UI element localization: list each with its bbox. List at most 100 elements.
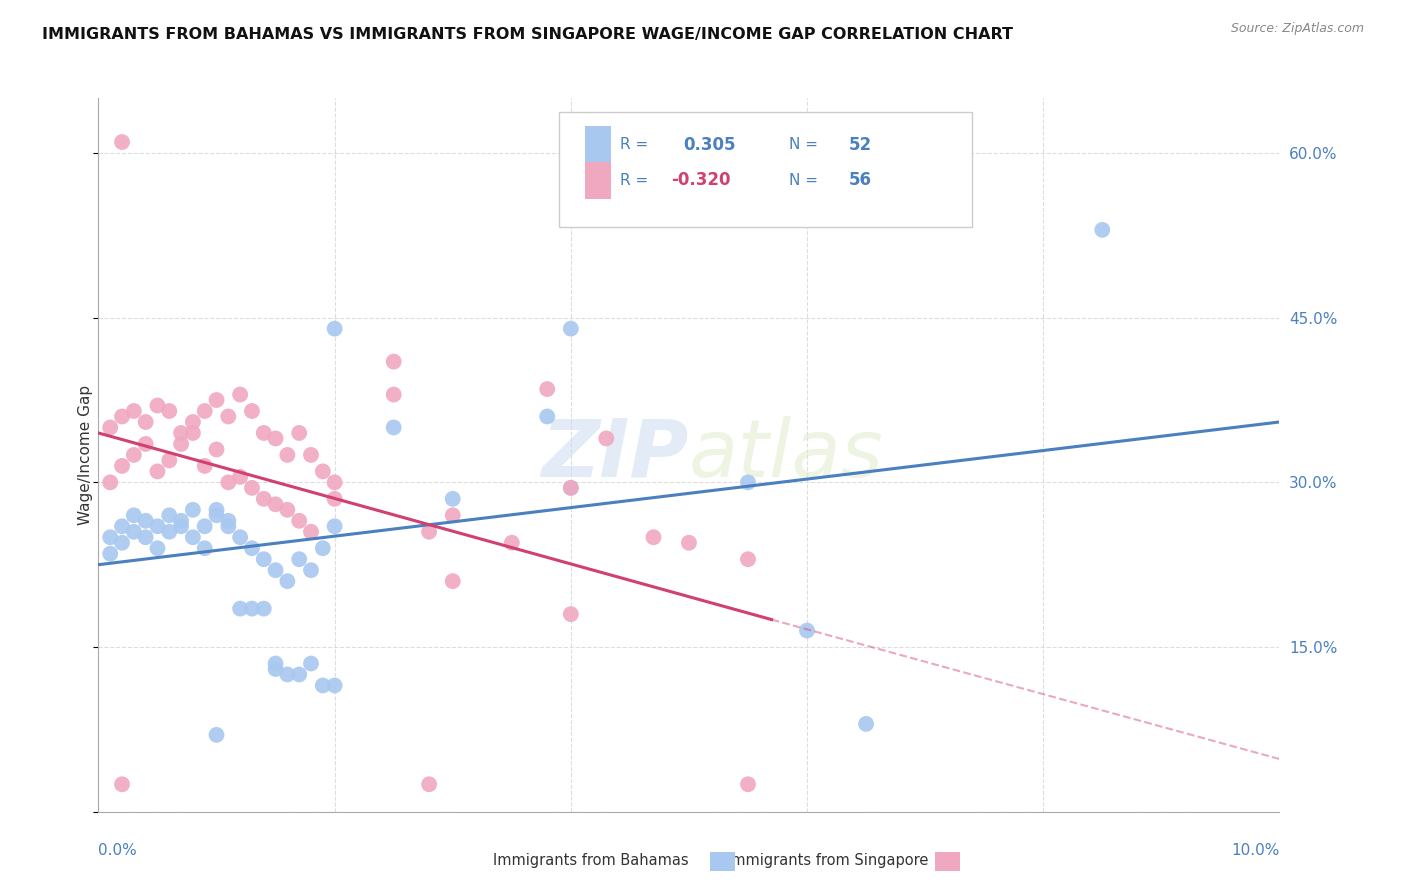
Point bbox=[501, 535, 523, 549]
Point bbox=[276, 503, 298, 517]
Point bbox=[382, 354, 405, 368]
Point bbox=[194, 458, 217, 473]
Point bbox=[595, 432, 617, 446]
Point bbox=[181, 503, 204, 517]
Point bbox=[146, 519, 169, 533]
Point bbox=[323, 491, 346, 506]
Point bbox=[678, 535, 700, 549]
Point bbox=[170, 425, 193, 440]
Point bbox=[229, 530, 252, 544]
Point bbox=[536, 409, 558, 424]
Point bbox=[382, 420, 405, 434]
Point bbox=[194, 519, 217, 533]
Point bbox=[157, 524, 180, 539]
Text: 56: 56 bbox=[848, 171, 872, 189]
Point bbox=[382, 387, 405, 401]
Point bbox=[323, 475, 346, 490]
Point bbox=[111, 409, 134, 424]
Point bbox=[146, 399, 169, 413]
Point bbox=[536, 382, 558, 396]
Point bbox=[441, 491, 464, 506]
Point bbox=[560, 607, 582, 621]
Text: Immigrants from Bahamas: Immigrants from Bahamas bbox=[494, 854, 689, 868]
Point bbox=[98, 547, 121, 561]
Point bbox=[122, 524, 145, 539]
Point bbox=[240, 601, 263, 615]
Point bbox=[1091, 223, 1114, 237]
Text: R =: R = bbox=[620, 137, 654, 152]
Point bbox=[299, 563, 322, 577]
Text: Immigrants from Singapore: Immigrants from Singapore bbox=[727, 854, 928, 868]
Point bbox=[299, 524, 322, 539]
Point bbox=[157, 453, 180, 467]
Point bbox=[240, 541, 263, 556]
Point bbox=[217, 519, 239, 533]
Point bbox=[253, 601, 276, 615]
Point bbox=[737, 777, 759, 791]
Text: Source: ZipAtlas.com: Source: ZipAtlas.com bbox=[1230, 22, 1364, 36]
Point bbox=[240, 404, 263, 418]
Text: 0.0%: 0.0% bbox=[98, 843, 138, 858]
Text: atlas: atlas bbox=[689, 416, 884, 494]
Point bbox=[98, 475, 121, 490]
Point bbox=[288, 667, 311, 681]
Point bbox=[157, 508, 180, 523]
Point bbox=[157, 404, 180, 418]
Point bbox=[229, 470, 252, 484]
Point bbox=[194, 404, 217, 418]
Point bbox=[217, 409, 239, 424]
Point bbox=[240, 481, 263, 495]
Point bbox=[323, 321, 346, 335]
Point bbox=[276, 574, 298, 589]
Point bbox=[253, 491, 276, 506]
Point bbox=[560, 321, 582, 335]
Text: ZIP: ZIP bbox=[541, 416, 689, 494]
Point bbox=[229, 387, 252, 401]
Point bbox=[122, 448, 145, 462]
Point bbox=[441, 508, 464, 523]
Text: 0.305: 0.305 bbox=[683, 136, 735, 153]
Point bbox=[217, 475, 239, 490]
Point bbox=[288, 514, 311, 528]
Point bbox=[194, 541, 217, 556]
Point bbox=[111, 777, 134, 791]
Point bbox=[441, 574, 464, 589]
Point bbox=[264, 662, 287, 676]
Point bbox=[276, 667, 298, 681]
Point bbox=[323, 678, 346, 692]
Point bbox=[253, 425, 276, 440]
Point bbox=[205, 508, 228, 523]
Point bbox=[855, 717, 877, 731]
Point bbox=[111, 519, 134, 533]
Text: 10.0%: 10.0% bbox=[1232, 843, 1279, 858]
Text: IMMIGRANTS FROM BAHAMAS VS IMMIGRANTS FROM SINGAPORE WAGE/INCOME GAP CORRELATION: IMMIGRANTS FROM BAHAMAS VS IMMIGRANTS FR… bbox=[42, 27, 1014, 42]
Point bbox=[135, 514, 157, 528]
Point bbox=[205, 392, 228, 407]
Point bbox=[264, 497, 287, 511]
Point bbox=[288, 425, 311, 440]
Point bbox=[323, 519, 346, 533]
FancyBboxPatch shape bbox=[560, 112, 973, 227]
Point bbox=[264, 432, 287, 446]
Point bbox=[98, 530, 121, 544]
Point bbox=[170, 514, 193, 528]
Point bbox=[312, 464, 335, 478]
Point bbox=[737, 552, 759, 566]
Point bbox=[560, 481, 582, 495]
Point bbox=[111, 135, 134, 149]
Point bbox=[181, 530, 204, 544]
Point bbox=[418, 777, 440, 791]
Point bbox=[170, 437, 193, 451]
Text: -0.320: -0.320 bbox=[671, 171, 731, 189]
Text: 52: 52 bbox=[848, 136, 872, 153]
Point bbox=[98, 420, 121, 434]
Point bbox=[111, 535, 134, 549]
Text: N =: N = bbox=[789, 137, 823, 152]
Point bbox=[312, 678, 335, 692]
Point bbox=[181, 415, 204, 429]
Point bbox=[122, 404, 145, 418]
Point bbox=[146, 541, 169, 556]
Point bbox=[135, 437, 157, 451]
Point bbox=[217, 514, 239, 528]
Point bbox=[737, 475, 759, 490]
